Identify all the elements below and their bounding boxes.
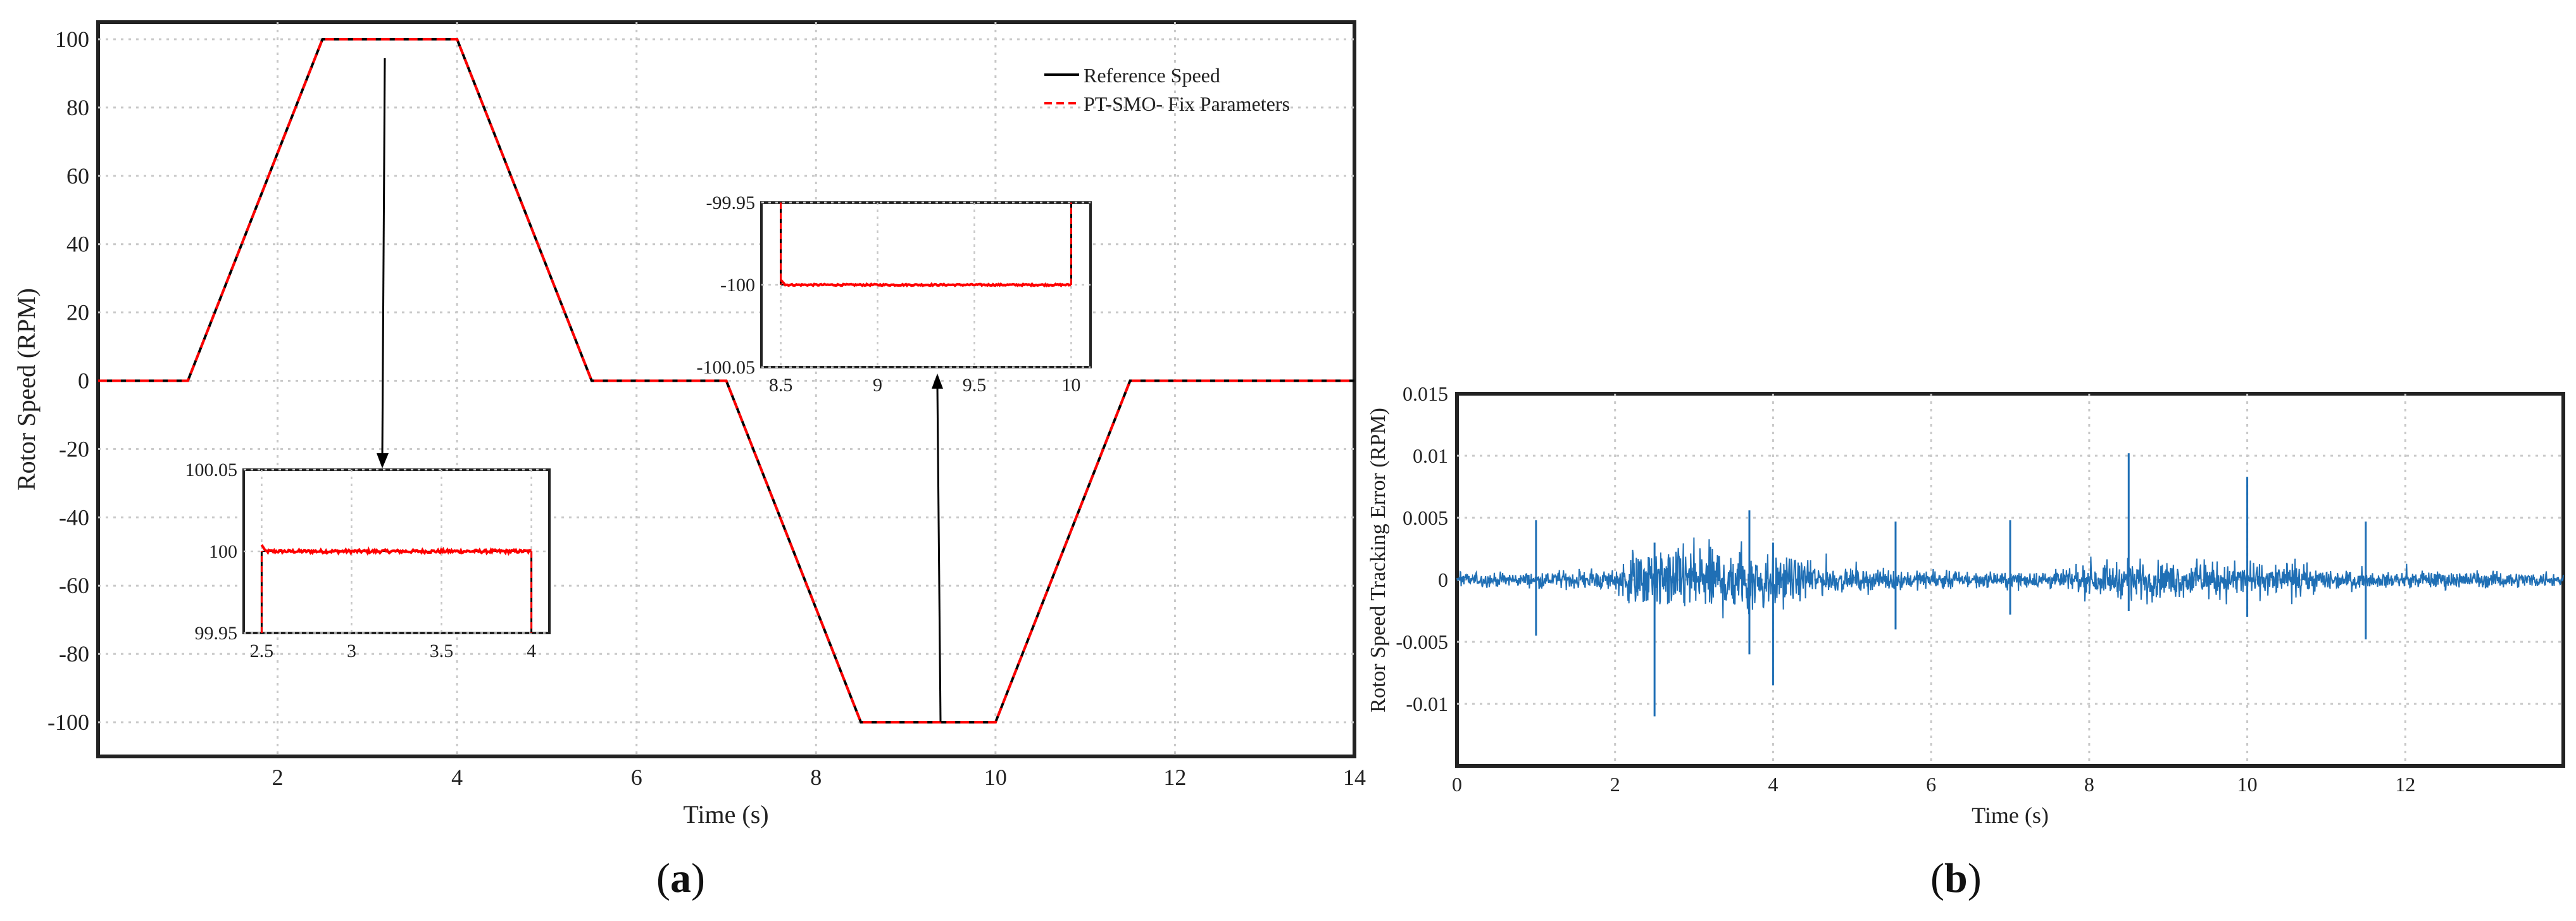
inset-x-tick-label: 9.5 [963, 375, 987, 396]
x-tick-label: 8 [2084, 773, 2094, 796]
chart-a-grid [98, 22, 1354, 756]
inset-x-tick-label: 9 [873, 375, 882, 396]
caption-a-letter: a [670, 855, 691, 901]
inset-pt-smo-trace [260, 544, 532, 556]
x-tick-label: 2 [272, 765, 284, 790]
x-tick-label: 6 [1926, 773, 1936, 796]
caption-b-letter: b [1944, 855, 1968, 901]
y-tick-label: -100 [47, 710, 89, 735]
y-tick-label: 20 [66, 300, 89, 325]
chart-b: 0 2 4 6 8 10 12 0.015 0.01 0.005 0 -0.005 -0.01 Time… [1366, 382, 2565, 828]
series-pt-smo [98, 37, 1354, 724]
chart-b-series [1456, 453, 2564, 717]
x-tick-label: 4 [451, 765, 463, 790]
chart-b-xlabel: Time (s) [1972, 803, 2049, 828]
inset-upper-plateau: 2.5 3 3.5 4 100.05 100 99.95 [185, 460, 551, 661]
x-tick-label: 10 [984, 765, 1007, 790]
inset-x-tick-label: 2.5 [250, 641, 274, 661]
caption-a: (a) [656, 855, 705, 901]
inset-y-tick-label: 100.05 [185, 460, 238, 480]
chart-a-xlabel: Time (s) [683, 800, 768, 829]
chart-a-ylabel: Rotor Speed (RPM) [12, 288, 41, 491]
inset-y-tick-label: 100 [209, 541, 237, 562]
inset-y-tick-label: -100.05 [697, 357, 756, 378]
x-tick-label: 6 [631, 765, 642, 790]
y-tick-label: 80 [66, 95, 89, 120]
chart-a-series [98, 37, 1354, 724]
y-tick-label: 0.015 [1403, 382, 1448, 405]
chart-a-arrows [377, 58, 943, 722]
arrow-to-lower-inset [936, 384, 942, 722]
inset-lower-plateau: 8.5 9 9.5 10 -99.95 -100 -100.05 [697, 192, 1092, 396]
y-tick-label: 60 [66, 163, 89, 189]
chart-a-legend: Reference Speed PT-SMO- Fix Parameters [1044, 64, 1290, 115]
y-tick-label: -60 [59, 573, 89, 598]
y-tick-label: -0.01 [1406, 692, 1448, 715]
arrowhead-upper [377, 453, 389, 468]
inset-x-tick-label: 3 [347, 641, 356, 661]
y-tick-label: 100 [55, 27, 89, 52]
x-tick-label: 0 [1452, 773, 1462, 796]
inset-y-tick-label: -100 [720, 275, 755, 296]
x-tick-label: 12 [2395, 773, 2415, 796]
inset-y-tick-label: 99.95 [195, 623, 238, 644]
caption-b: (b) [1930, 855, 1982, 901]
arrow-to-upper-inset [381, 58, 386, 458]
y-tick-label: 40 [66, 232, 89, 257]
y-tick-label: 0 [1438, 568, 1448, 591]
legend-label-ptsmo: PT-SMO- Fix Parameters [1084, 92, 1290, 115]
x-tick-label: 10 [2237, 773, 2258, 796]
inset-pt-smo-trace [780, 279, 1072, 288]
x-tick-label: 8 [810, 765, 822, 790]
chart-b-tick-labels: 0 2 4 6 8 10 12 0.015 0.01 0.005 0 -0.005 -0.01 [1396, 382, 2415, 796]
inset-x-tick-label: 8.5 [769, 375, 793, 396]
y-tick-label: 0 [78, 368, 89, 394]
arrowhead-lower [932, 373, 943, 389]
y-tick-label: -20 [59, 436, 89, 461]
inset-x-tick-label: 10 [1061, 375, 1080, 396]
y-tick-label: -0.005 [1396, 630, 1448, 653]
y-tick-label: 0.005 [1403, 506, 1448, 529]
y-tick-label: 0.01 [1413, 444, 1448, 467]
x-tick-label: 14 [1343, 765, 1366, 790]
legend-label-reference: Reference Speed [1084, 64, 1220, 87]
y-tick-label: -80 [59, 641, 89, 667]
x-tick-label: 12 [1163, 765, 1186, 790]
x-tick-label: 4 [1768, 773, 1778, 796]
chart-b-ylabel: Rotor Speed Tracking Error (RPM) [1366, 408, 1390, 713]
chart-a: 2 4 6 8 10 12 14 -100 -80 -60 -40 -20 0 20 40 60 80 100 T… [12, 20, 1366, 829]
inset-y-tick-label: -99.95 [706, 192, 756, 213]
inset-x-tick-label: 3.5 [430, 641, 454, 661]
chart-a-tick-labels: 2 4 6 8 10 12 14 -100 -80 -60 -40 -20 0 20 40 60 80 100 [47, 27, 1366, 790]
x-tick-label: 2 [1610, 773, 1620, 796]
y-tick-label: -40 [59, 504, 89, 530]
inset-x-tick-label: 4 [527, 641, 536, 661]
